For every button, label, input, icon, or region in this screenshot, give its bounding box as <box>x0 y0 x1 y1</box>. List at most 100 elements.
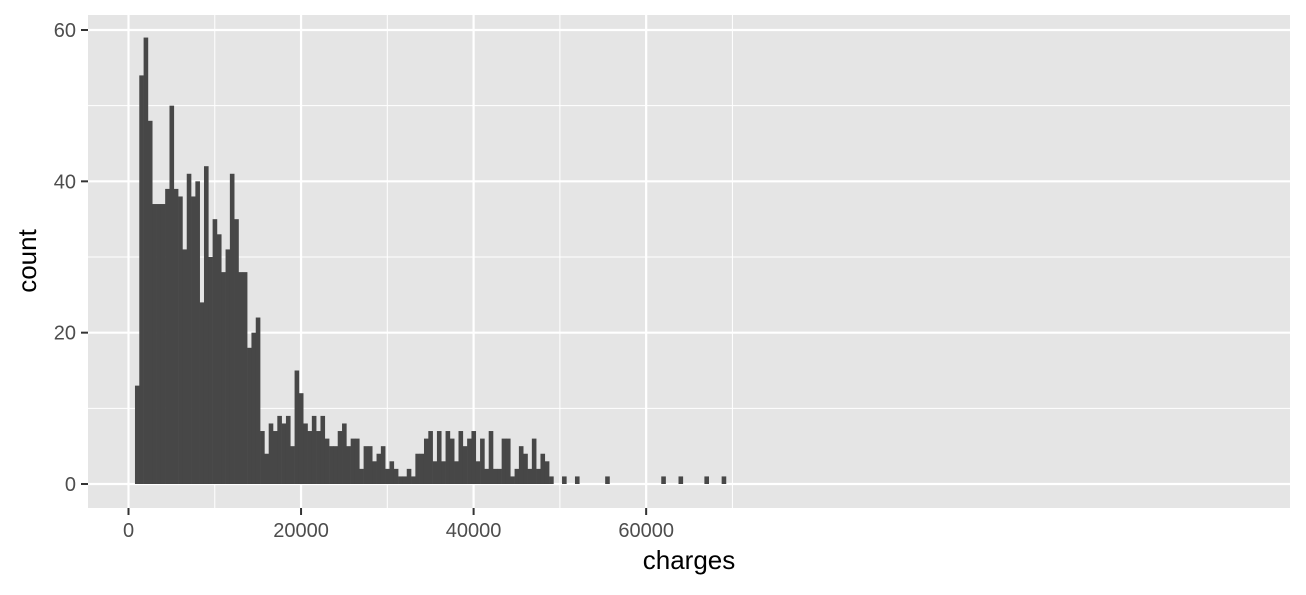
histogram-bar <box>367 446 373 484</box>
histogram-bar <box>423 438 429 484</box>
histogram-bar <box>484 468 489 484</box>
histogram-bar <box>178 196 183 484</box>
histogram-bar <box>346 446 351 484</box>
histogram-bar <box>268 423 274 484</box>
histogram-bar <box>531 438 537 484</box>
histogram-bar <box>303 423 308 484</box>
histogram-bar <box>661 476 666 484</box>
histogram-bar <box>238 272 244 484</box>
histogram-bar <box>169 105 175 485</box>
histogram-bar <box>182 249 188 484</box>
histogram-bar <box>441 461 446 484</box>
histogram-bar <box>307 431 313 484</box>
histogram-bar <box>372 461 377 484</box>
histogram-bar <box>411 476 416 484</box>
histogram-bar <box>134 385 140 484</box>
histogram-bar <box>247 347 252 484</box>
histogram-bar <box>152 204 157 484</box>
x-axis-title: charges <box>643 545 736 575</box>
histogram-bar <box>264 453 269 484</box>
plot-panel <box>88 15 1290 508</box>
histogram-bar <box>467 438 472 484</box>
histogram-bar <box>471 431 477 484</box>
histogram-bar <box>505 438 511 484</box>
histogram-bar <box>385 468 390 484</box>
histogram-bar <box>389 461 395 484</box>
histogram-bar <box>493 468 498 484</box>
histogram-bar <box>432 461 438 484</box>
histogram-bar <box>678 476 684 484</box>
histogram-bar <box>294 370 300 484</box>
histogram-bar <box>221 272 226 484</box>
histogram-bar <box>544 461 550 484</box>
histogram-bar <box>518 446 524 484</box>
histogram-bar <box>234 219 239 485</box>
histogram-bar <box>324 438 330 484</box>
histogram-bar <box>342 423 347 484</box>
histogram-bar <box>147 120 153 485</box>
minor-gridlines <box>88 15 1290 508</box>
histogram-bar <box>514 468 520 484</box>
histogram-bar <box>139 75 144 485</box>
x-tick-label: 20000 <box>273 520 329 542</box>
histogram-bar <box>402 476 408 484</box>
x-tick-label: 0 <box>123 520 134 542</box>
histogram-bar <box>549 476 554 484</box>
histogram-bar <box>458 431 464 484</box>
histogram-bar <box>186 173 192 484</box>
histogram-bar <box>574 476 580 484</box>
histogram-bar <box>165 188 170 484</box>
histogram-bar <box>510 476 515 484</box>
histogram-bar <box>156 204 162 484</box>
y-tick-label: 0 <box>65 474 76 496</box>
histogram-bar <box>363 446 369 484</box>
histogram-bar <box>350 438 356 484</box>
y-tick-label: 60 <box>54 20 76 42</box>
y-tick-label: 40 <box>54 171 76 193</box>
histogram-bar <box>398 476 403 484</box>
histogram-bar <box>527 468 533 484</box>
histogram-bar <box>143 37 149 485</box>
histogram-bar <box>199 302 205 484</box>
histogram-bar <box>501 438 507 484</box>
histogram-bar <box>449 438 455 484</box>
histogram-bar <box>320 415 326 484</box>
histogram-bar <box>329 446 334 484</box>
histogram-bar <box>354 438 360 484</box>
histogram-bar <box>229 173 235 484</box>
histogram-bar <box>497 468 502 484</box>
histogram-bar <box>454 461 459 484</box>
histogram-bar <box>721 476 727 484</box>
y-axis-title: count <box>12 228 42 292</box>
histogram-bar <box>212 219 218 485</box>
histogram-bar <box>337 431 343 484</box>
histogram-bar <box>260 431 265 484</box>
histogram-bar <box>290 446 295 484</box>
histogram-bar <box>523 453 528 484</box>
x-axis: 0 20000 40000 60000 <box>123 508 674 542</box>
histogram-bar <box>462 446 468 484</box>
histogram-bar <box>173 188 179 484</box>
histogram-bar <box>562 476 567 484</box>
histogram-bar <box>488 431 494 484</box>
histogram-bar <box>436 431 442 484</box>
histogram-bar <box>191 196 196 484</box>
histogram-bar <box>540 453 546 484</box>
histogram-bar <box>480 438 485 484</box>
histogram-bar <box>277 415 282 484</box>
histogram-bar <box>376 453 382 484</box>
histogram-bar <box>536 468 541 484</box>
histogram-bar <box>225 249 231 484</box>
histogram-bar <box>316 431 321 484</box>
histogram-bar <box>273 431 278 484</box>
histogram-bar <box>281 423 287 484</box>
y-tick-label: 20 <box>54 323 76 345</box>
histogram-bar <box>285 415 291 484</box>
histogram-bars <box>134 37 727 485</box>
histogram-bar <box>415 453 420 484</box>
histogram-bar <box>255 317 261 484</box>
histogram-bar <box>605 476 610 484</box>
y-axis: 0 20 40 60 <box>54 20 88 496</box>
